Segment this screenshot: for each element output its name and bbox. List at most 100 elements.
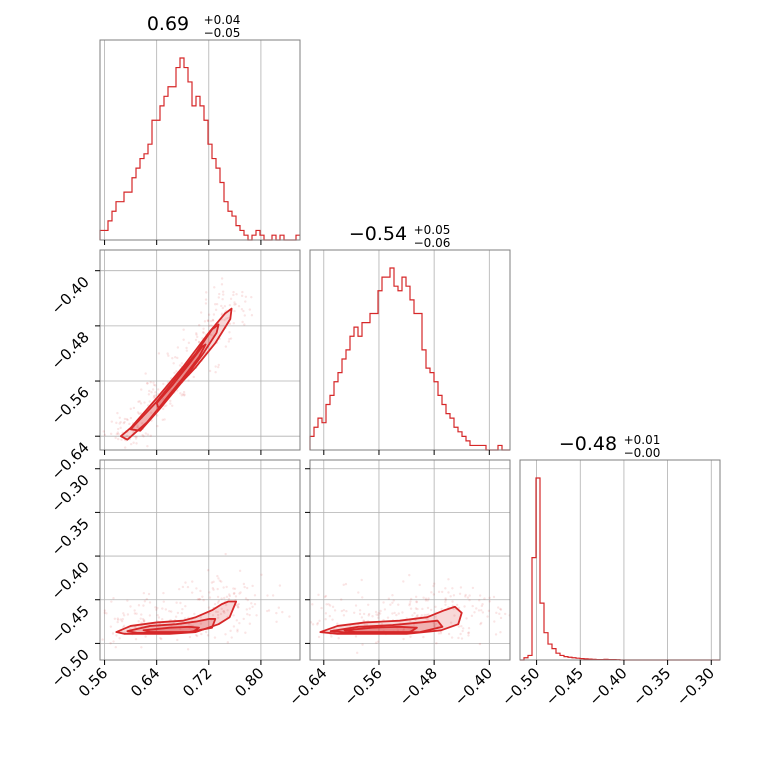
scatter-point <box>122 612 125 615</box>
scatter-point <box>114 646 117 649</box>
scatter-point <box>121 617 124 621</box>
scatter-point <box>286 620 288 622</box>
scatter-point <box>228 594 232 598</box>
scatter-point <box>199 589 202 593</box>
scatter-point <box>115 634 118 637</box>
scatter-point <box>185 349 189 352</box>
scatter-point <box>140 613 143 616</box>
scatter-point <box>212 313 216 316</box>
scatter-point <box>360 616 364 619</box>
scatter-point <box>418 583 421 587</box>
scatter-point <box>250 295 253 299</box>
x-tick-label-p1-2: −0.48 <box>396 664 441 709</box>
scatter-point <box>340 598 343 601</box>
scatter-point <box>213 636 217 639</box>
scatter-point <box>198 323 201 327</box>
scatter-point <box>136 425 139 429</box>
scatter-point <box>478 642 482 646</box>
scatter-point <box>416 607 419 611</box>
scatter-point <box>345 609 348 613</box>
scatter-point <box>146 382 149 385</box>
scatter-point <box>242 582 246 586</box>
scatter-point <box>236 604 239 607</box>
hist-title-p0: 0.69 <box>147 13 189 35</box>
scatter-point <box>109 625 113 628</box>
scatter-point <box>391 594 394 597</box>
scatter-point <box>187 341 191 345</box>
scatter-point <box>116 437 120 441</box>
scatter-point <box>183 394 186 397</box>
scatter-point <box>126 418 129 422</box>
scatter-point <box>498 612 501 616</box>
scatter-point <box>156 414 159 417</box>
scatter-point <box>357 591 360 594</box>
scatter-point <box>182 338 185 341</box>
scatter-point <box>174 356 177 359</box>
scatter-point <box>239 591 242 594</box>
scatter-point <box>447 632 451 636</box>
scatter-point <box>362 612 366 616</box>
scatter-point <box>223 318 226 322</box>
scatter-point <box>149 381 152 384</box>
scatter-point <box>219 612 223 616</box>
scatter-point <box>451 600 454 603</box>
scatter-point <box>211 587 215 590</box>
scatter-point <box>114 436 117 440</box>
scatter-point <box>328 604 332 607</box>
scatter-point <box>230 636 233 639</box>
scatter-point <box>195 332 198 335</box>
scatter-point <box>143 620 146 623</box>
scatter-point <box>220 607 223 611</box>
scatter-point <box>139 402 143 405</box>
scatter-point <box>387 597 391 600</box>
scatter-point <box>306 613 308 615</box>
scatter-point <box>391 612 394 615</box>
scatter-point <box>424 599 428 602</box>
scatter-point <box>415 615 419 618</box>
scatter-point <box>365 623 369 627</box>
scatter-point <box>225 595 229 599</box>
scatter-point <box>167 354 170 357</box>
scatter-point <box>148 400 151 403</box>
scatter-point <box>214 365 217 368</box>
scatter-point <box>316 621 320 625</box>
scatter-point <box>434 622 438 626</box>
scatter-point <box>151 388 155 391</box>
scatter-point <box>336 622 339 625</box>
scatter-point <box>216 613 220 617</box>
scatter-point <box>374 641 378 644</box>
scatter-point <box>433 625 436 628</box>
scatter-point <box>161 407 165 411</box>
scatter-point <box>164 608 168 611</box>
x-tick-label-p1-0: −0.64 <box>285 664 330 709</box>
scatter-point <box>447 591 450 594</box>
scatter-point <box>56 620 58 622</box>
scatter-point <box>280 628 282 630</box>
scatter-point <box>433 624 436 627</box>
hist-title-minus-p2: −0.00 <box>624 446 661 460</box>
scatter-point <box>187 379 190 382</box>
scatter-point <box>333 609 337 612</box>
scatter-point <box>497 606 500 609</box>
y-tick-label-p1-1: −0.56 <box>48 383 93 428</box>
scatter-point <box>154 394 157 397</box>
scatter-point <box>477 609 481 612</box>
scatter-point <box>117 432 120 436</box>
scatter-point <box>214 371 217 374</box>
scatter-point <box>135 612 138 615</box>
scatter-point <box>367 614 370 617</box>
scatter-panel-p0-p2 <box>56 459 301 665</box>
scatter-point <box>411 614 414 617</box>
scatter-point <box>181 393 185 396</box>
scatter-point <box>96 623 98 625</box>
scatter-point <box>162 591 165 595</box>
scatter-point <box>478 599 481 602</box>
scatter-point <box>169 402 172 405</box>
x-tick-label-p1-1: −0.56 <box>341 664 386 709</box>
contour-level-2 <box>142 625 200 633</box>
scatter-point <box>383 608 387 611</box>
scatter-point <box>265 609 269 613</box>
scatter-point <box>222 293 225 296</box>
scatter-point <box>422 635 425 639</box>
scatter-point <box>94 612 96 614</box>
